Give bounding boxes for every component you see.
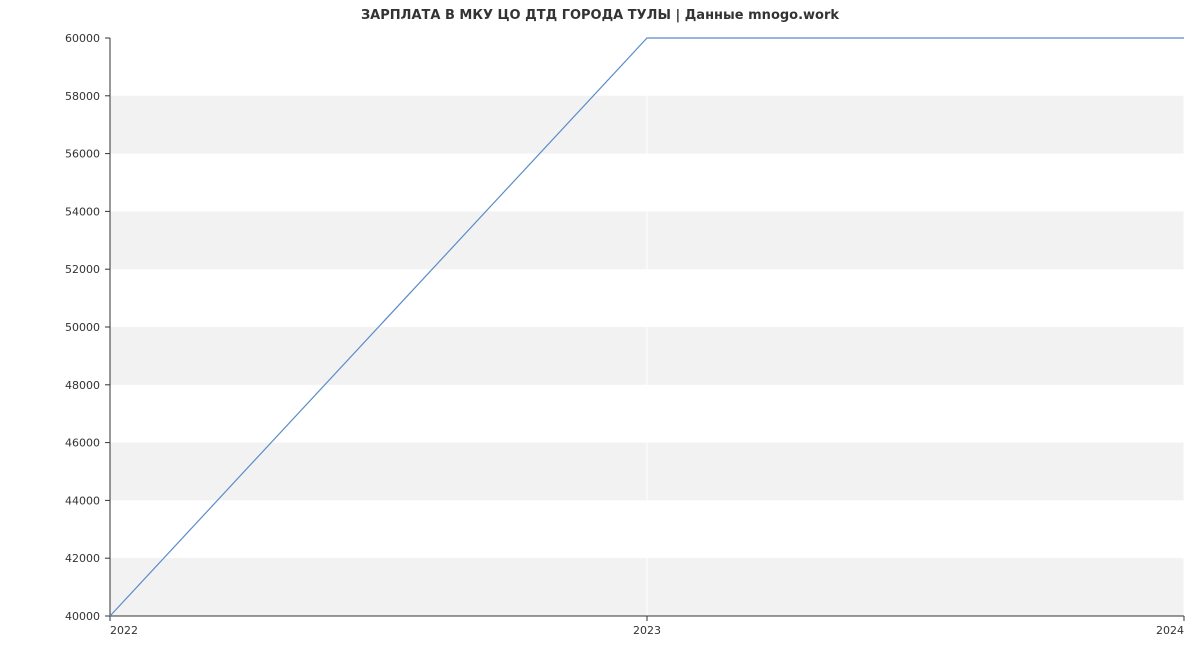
chart-container: ЗАРПЛАТА В МКУ ЦО ДТД ГОРОДА ТУЛЫ | Данн…	[0, 0, 1200, 650]
x-tick-label: 2022	[110, 624, 138, 637]
x-tick-label: 2024	[1156, 624, 1184, 637]
y-tick-label: 46000	[65, 437, 100, 450]
y-tick-label: 52000	[65, 263, 100, 276]
y-tick-label: 44000	[65, 494, 100, 507]
line-chart: 40000 42000 44000 46000 48000 50000 52000 54000…	[0, 0, 1200, 650]
y-tick-label: 48000	[65, 379, 100, 392]
chart-title: ЗАРПЛАТА В МКУ ЦО ДТД ГОРОДА ТУЛЫ | Данн…	[0, 8, 1200, 23]
y-axis: 40000 42000 44000 46000 48000 50000 52000 54000…	[65, 32, 110, 623]
y-tick-label: 56000	[65, 148, 100, 161]
y-tick-label: 60000	[65, 32, 100, 45]
y-tick-label: 40000	[65, 610, 100, 623]
x-tick-label: 2023	[633, 624, 661, 637]
y-tick-label: 42000	[65, 552, 100, 565]
y-tick-label: 50000	[65, 321, 100, 334]
y-tick-label: 58000	[65, 90, 100, 103]
y-tick-label: 54000	[65, 205, 100, 218]
